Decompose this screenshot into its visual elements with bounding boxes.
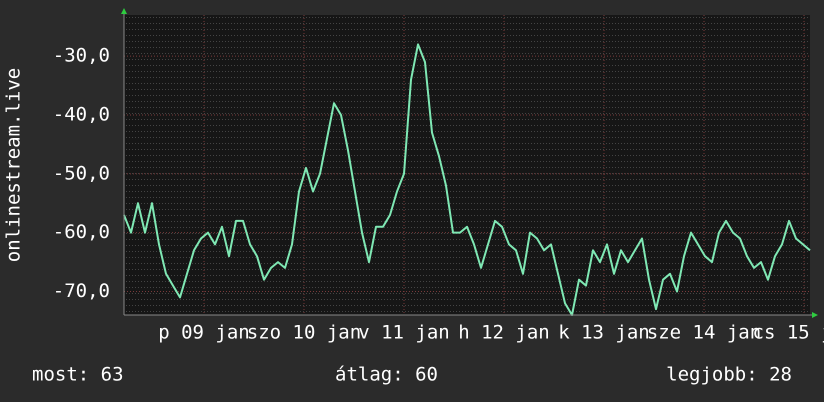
x-arrow (812, 312, 818, 318)
y-tick-label: -30,0 (53, 45, 110, 67)
x-tick-label: h 12 jan (458, 322, 550, 344)
grid (124, 15, 810, 315)
x-tick-label: cs 15 jan (753, 322, 824, 344)
x-tick-label: szo 10 jan (247, 322, 361, 344)
y-tick-label: -70,0 (53, 280, 110, 302)
y-tick-label: -60,0 (53, 221, 110, 243)
y-tick-label: -50,0 (53, 162, 110, 184)
x-tick-label: sze 14 jan (647, 322, 761, 344)
y-tick-label: -40,0 (53, 104, 110, 126)
plot-area (124, 15, 810, 315)
stat-max: legjobb: 28 (666, 364, 792, 386)
data-line (123, 43, 811, 316)
x-tick-label: v 11 jan (358, 322, 450, 344)
x-tick-label: p 09 jan (158, 322, 250, 344)
x-tick-label: k 13 jan (558, 322, 650, 344)
stat-average: átlag: 60 (335, 364, 438, 386)
plot (123, 43, 811, 316)
stat-current: most: 63 (32, 364, 124, 386)
y-arrow (121, 8, 127, 14)
y-axis-label: onlinestream.live (3, 68, 25, 262)
